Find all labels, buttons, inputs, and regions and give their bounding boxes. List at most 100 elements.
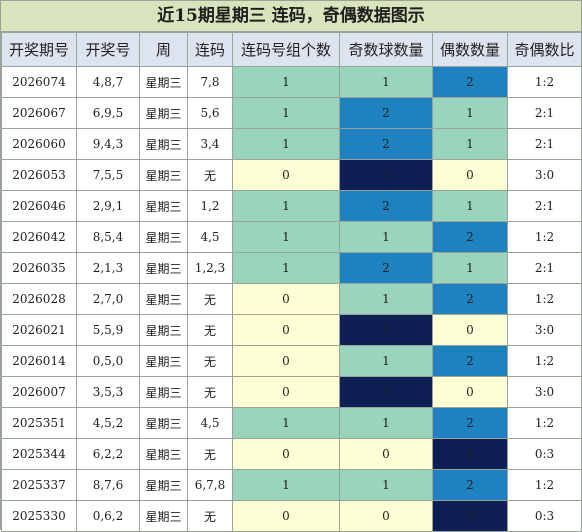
cell-even-count: 2 [432, 221, 508, 253]
cell-group-count: 1 [232, 97, 340, 129]
cell-lianma: 无 [187, 438, 233, 470]
cell-numbers: 0,5,0 [76, 345, 140, 377]
cell-odd-count: 2 [339, 97, 433, 129]
cell-issue: 2026046 [1, 190, 77, 222]
cell-odd-count: 1 [339, 221, 433, 253]
cell-ratio: 0:3 [507, 438, 582, 470]
cell-week: 星期三 [139, 221, 188, 253]
cell-odd-count: 3 [339, 314, 433, 346]
cell-issue: 2026067 [1, 97, 77, 129]
table-row: 2026007 3,5,3 星期三无 0 3 0 3:0 [1, 376, 582, 408]
cell-ratio: 1:2 [507, 407, 582, 439]
cell-odd-count: 1 [339, 283, 433, 315]
cell-numbers: 9,4,3 [76, 128, 140, 160]
table-row: 2025330 0,6,2 星期三无 0 0 3 0:3 [1, 500, 582, 532]
cell-week: 星期三 [139, 252, 188, 284]
cell-lianma: 无 [187, 283, 233, 315]
cell-odd-count: 3 [339, 376, 433, 408]
cell-ratio: 1:2 [507, 345, 582, 377]
cell-ratio: 2:1 [507, 128, 582, 160]
cell-issue: 2026074 [1, 66, 77, 98]
cell-lianma: 无 [187, 345, 233, 377]
cell-even-count: 1 [432, 252, 508, 284]
cell-group-count: 1 [232, 407, 340, 439]
cell-odd-count: 1 [339, 469, 433, 501]
cell-week: 星期三 [139, 97, 188, 129]
cell-group-count: 1 [232, 221, 340, 253]
cell-odd-count: 2 [339, 252, 433, 284]
cell-numbers: 6,9,5 [76, 97, 140, 129]
cell-lianma: 1,2,3 [187, 252, 233, 284]
cell-week: 星期三 [139, 128, 188, 160]
header-odd-count: 奇数球数量 [339, 32, 433, 67]
cell-group-count: 0 [232, 345, 340, 377]
cell-group-count: 0 [232, 159, 340, 191]
cell-even-count: 0 [432, 159, 508, 191]
cell-lianma: 6,7,8 [187, 469, 233, 501]
cell-ratio: 3:0 [507, 314, 582, 346]
cell-numbers: 6,2,2 [76, 438, 140, 470]
cell-numbers: 2,1,3 [76, 252, 140, 284]
table-row: 2025337 8,7,6 星期三 6,7,8 1 1 2 1:2 [1, 469, 582, 501]
cell-issue: 2026014 [1, 345, 77, 377]
cell-group-count: 1 [232, 66, 340, 98]
cell-lianma: 无 [187, 314, 233, 346]
table-row: 2026035 2,1,3 星期三 1,2,3 1 2 1 2:1 [1, 252, 582, 284]
cell-ratio: 2:1 [507, 190, 582, 222]
cell-lianma: 无 [187, 500, 233, 532]
cell-odd-count: 0 [339, 500, 433, 532]
cell-even-count: 1 [432, 190, 508, 222]
header-row: 开奖期号 开奖号 周 连码 连码号组个数 奇数球数量 偶数数量 奇偶数比 [1, 32, 582, 67]
cell-group-count: 1 [232, 469, 340, 501]
cell-numbers: 8,7,6 [76, 469, 140, 501]
cell-even-count: 3 [432, 438, 508, 470]
chart-title: 近15期星期三 连码，奇偶数据图示 [1, 1, 581, 32]
cell-numbers: 4,5,2 [76, 407, 140, 439]
cell-week: 星期三 [139, 376, 188, 408]
table-row: 2026046 2,9,1 星期三 1,2 1 2 1 2:1 [1, 190, 582, 222]
table-row: 2026053 7,5,5 星期三无 0 3 0 3:0 [1, 159, 582, 191]
cell-group-count: 0 [232, 314, 340, 346]
cell-even-count: 2 [432, 283, 508, 315]
cell-even-count: 2 [432, 66, 508, 98]
cell-lianma: 7,8 [187, 66, 233, 98]
cell-lianma: 4,5 [187, 221, 233, 253]
cell-odd-count: 0 [339, 438, 433, 470]
cell-issue: 2025337 [1, 469, 77, 501]
cell-group-count: 1 [232, 252, 340, 284]
table-row: 2025344 6,2,2 星期三无 0 0 3 0:3 [1, 438, 582, 470]
table-row: 2026060 9,4,3 星期三 3,4 1 2 1 2:1 [1, 128, 582, 160]
cell-odd-count: 3 [339, 159, 433, 191]
cell-odd-count: 1 [339, 345, 433, 377]
cell-even-count: 0 [432, 314, 508, 346]
cell-numbers: 7,5,5 [76, 159, 140, 191]
cell-even-count: 1 [432, 128, 508, 160]
cell-even-count: 1 [432, 97, 508, 129]
cell-even-count: 0 [432, 376, 508, 408]
cell-group-count: 0 [232, 283, 340, 315]
table-row: 2026021 5,5,9 星期三无 0 3 0 3:0 [1, 314, 582, 346]
cell-numbers: 5,5,9 [76, 314, 140, 346]
cell-issue: 2025351 [1, 407, 77, 439]
cell-issue: 2026035 [1, 252, 77, 284]
cell-lianma: 5,6 [187, 97, 233, 129]
cell-odd-count: 2 [339, 128, 433, 160]
cell-issue: 2026060 [1, 128, 77, 160]
cell-week: 星期三 [139, 438, 188, 470]
cell-odd-count: 2 [339, 190, 433, 222]
cell-even-count: 2 [432, 345, 508, 377]
table-row: 2026042 8,5,4 星期三 4,5 1 1 2 1:2 [1, 221, 582, 253]
header-week: 周 [139, 32, 188, 67]
cell-numbers: 3,5,3 [76, 376, 140, 408]
cell-lianma: 3,4 [187, 128, 233, 160]
cell-numbers: 8,5,4 [76, 221, 140, 253]
table-row: 2026014 0,5,0 星期三无 0 1 2 1:2 [1, 345, 582, 377]
header-lianma: 连码 [187, 32, 233, 67]
cell-issue: 2026007 [1, 376, 77, 408]
cell-ratio: 3:0 [507, 376, 582, 408]
cell-numbers: 2,9,1 [76, 190, 140, 222]
cell-ratio: 0:3 [507, 500, 582, 532]
cell-issue: 2025330 [1, 500, 77, 532]
cell-week: 星期三 [139, 66, 188, 98]
cell-ratio: 2:1 [507, 97, 582, 129]
